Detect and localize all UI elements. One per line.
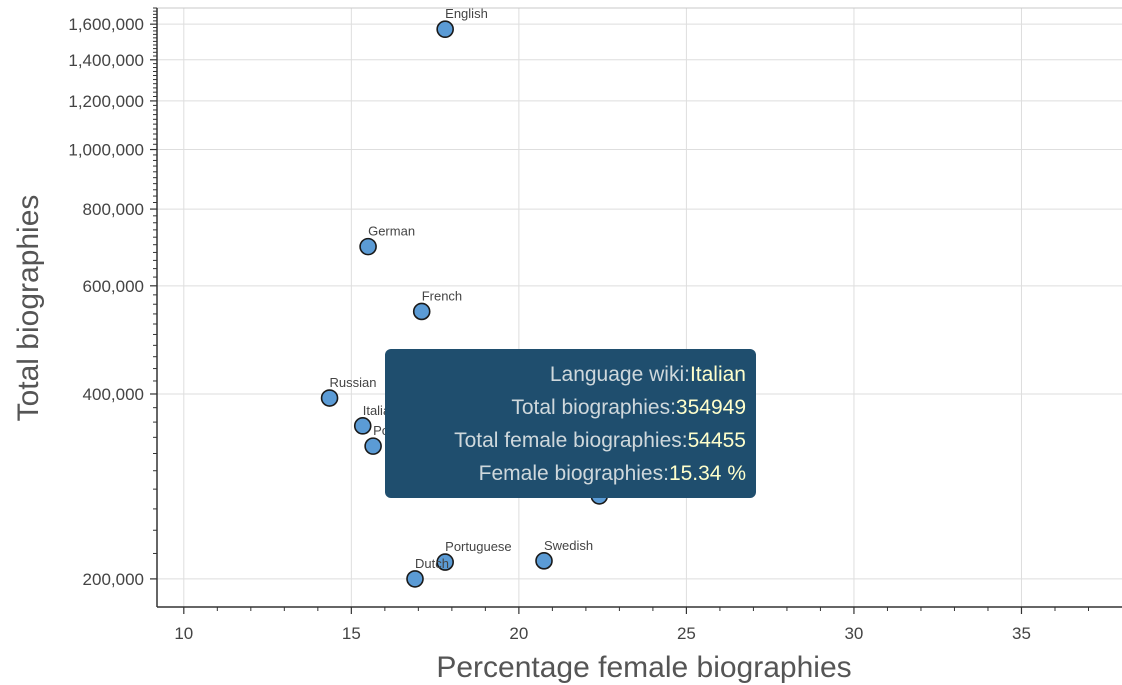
tooltip-value: 354949 xyxy=(675,396,746,419)
tooltip-row-female-pct: Female biographies:15.34 % xyxy=(385,457,756,490)
data-point[interactable] xyxy=(436,553,454,571)
tooltip-value: 15.34 % xyxy=(668,462,746,485)
y-tick-label: 1,000,000 xyxy=(68,141,144,160)
y-tick-label: 200,000 xyxy=(83,570,144,589)
y-tick-label: 1,200,000 xyxy=(68,92,144,111)
data-point-label: English xyxy=(445,6,488,21)
data-point-label: Russian xyxy=(330,375,377,390)
data-point[interactable] xyxy=(353,417,372,435)
y-axis-title: Total biographies xyxy=(12,195,45,422)
data-point[interactable] xyxy=(436,20,454,39)
axes xyxy=(156,7,1122,608)
y-tick-label: 600,000 xyxy=(83,277,144,296)
y-tick-label: 800,000 xyxy=(83,200,144,219)
tooltip-key: Total female biographies: xyxy=(454,429,688,452)
grid-lines xyxy=(157,8,1122,607)
data-point[interactable] xyxy=(364,437,382,455)
x-tick-label: 30 xyxy=(844,624,863,643)
y-axis-ticks: 200,000 400,000 600,000 800,000 1,000,000 1,2… xyxy=(68,7,157,589)
tooltip-key: Total biographies: xyxy=(511,396,676,419)
x-tick-label: 25 xyxy=(677,624,696,643)
data-point-label: Swedish xyxy=(544,538,593,553)
tooltip-row-language: Language wiki:Italian xyxy=(385,358,756,391)
data-point-label: German xyxy=(368,224,415,239)
tooltip-key: Language wiki: xyxy=(549,363,690,386)
data-point-label: Portuguese xyxy=(445,539,512,554)
data-point[interactable] xyxy=(320,389,339,407)
x-tick-label: 35 xyxy=(1012,624,1031,643)
data-point[interactable] xyxy=(412,302,431,321)
data-point-label: French xyxy=(422,288,462,303)
tooltip-row-female-total: Total female biographies:54455 xyxy=(385,424,756,457)
x-axis-title: Percentage female biographies xyxy=(436,651,851,684)
tooltip-value: 54455 xyxy=(687,429,746,452)
tooltip-row-total: Total biographies:354949 xyxy=(385,391,756,424)
hover-tooltip: Language wiki:Italian Total biographies:… xyxy=(385,349,756,498)
x-tick-label: 20 xyxy=(509,624,528,643)
x-tick-label: 15 xyxy=(342,624,361,643)
x-tick-label: 10 xyxy=(174,624,193,643)
data-point[interactable] xyxy=(535,552,553,570)
y-tick-label: 400,000 xyxy=(83,385,144,404)
y-tick-label: 1,600,000 xyxy=(68,15,144,34)
data-point-label: Dutch xyxy=(415,556,449,571)
data-point[interactable] xyxy=(359,237,377,256)
data-point[interactable] xyxy=(406,570,424,588)
tooltip-value: Italian xyxy=(689,363,746,386)
y-tick-label: 1,400,000 xyxy=(68,51,144,70)
x-axis-ticks: 10 15 20 25 30 35 xyxy=(174,607,1089,643)
data-points[interactable]: EnglishGermanFrenchRussianItalianPolishP… xyxy=(320,6,609,588)
tooltip-key: Female biographies: xyxy=(478,462,669,485)
